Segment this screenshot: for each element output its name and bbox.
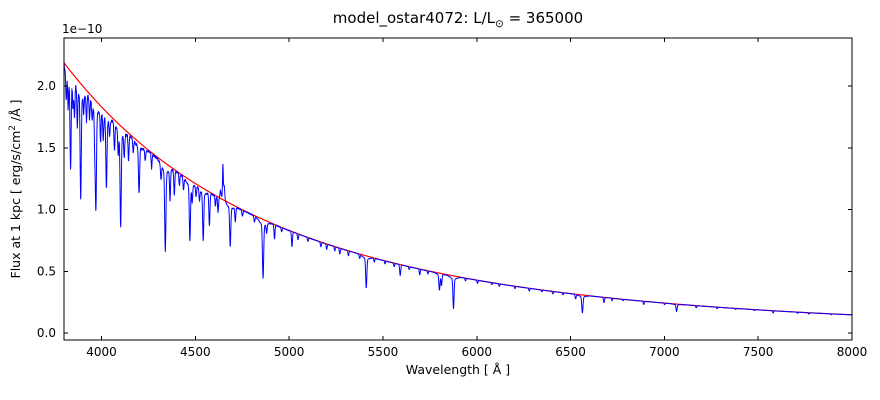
y-axis-label-text: Flux at 1 kpc [ erg/s/cm <box>8 130 24 279</box>
x-tick-label: 6500 <box>555 345 586 359</box>
axes-box <box>63 37 853 341</box>
spectrum-line <box>64 64 852 316</box>
x-tick-label: 5500 <box>368 345 399 359</box>
solar-symbol: ⊙ <box>495 18 504 30</box>
y-tick-label: 1.0 <box>37 203 56 217</box>
y-tick-label: 0.5 <box>37 264 56 278</box>
y-axis-label-units: /Å ] <box>8 99 24 126</box>
y-axis-offset-label: 1e−10 <box>62 22 103 36</box>
y-tick-label: 2.0 <box>37 79 56 93</box>
plot-title: model_ostar4072: L/L⊙ = 365000 <box>64 9 852 30</box>
plot-title-text: model_ostar4072: L/L <box>332 9 495 27</box>
y-tick-label: 0.0 <box>37 326 56 340</box>
x-tick-label: 4500 <box>180 345 211 359</box>
x-tick-label: 4000 <box>86 345 117 359</box>
x-tick-label: 7500 <box>743 345 774 359</box>
x-tick-label: 6000 <box>461 345 492 359</box>
x-tick-label: 7000 <box>649 345 680 359</box>
plot-title-value: = 365000 <box>503 9 584 27</box>
y-tick-label: 1.5 <box>37 141 56 155</box>
continuum-line <box>64 62 852 316</box>
y-axis-label-exponent: 2 <box>8 125 18 131</box>
y-axis-label: Flux at 1 kpc [ erg/s/cm2 /Å ] <box>8 39 28 339</box>
x-axis-label: Wavelength [ Å ] <box>405 362 511 377</box>
x-tick-label: 8000 <box>837 345 868 359</box>
x-tick-label: 5000 <box>274 345 305 359</box>
